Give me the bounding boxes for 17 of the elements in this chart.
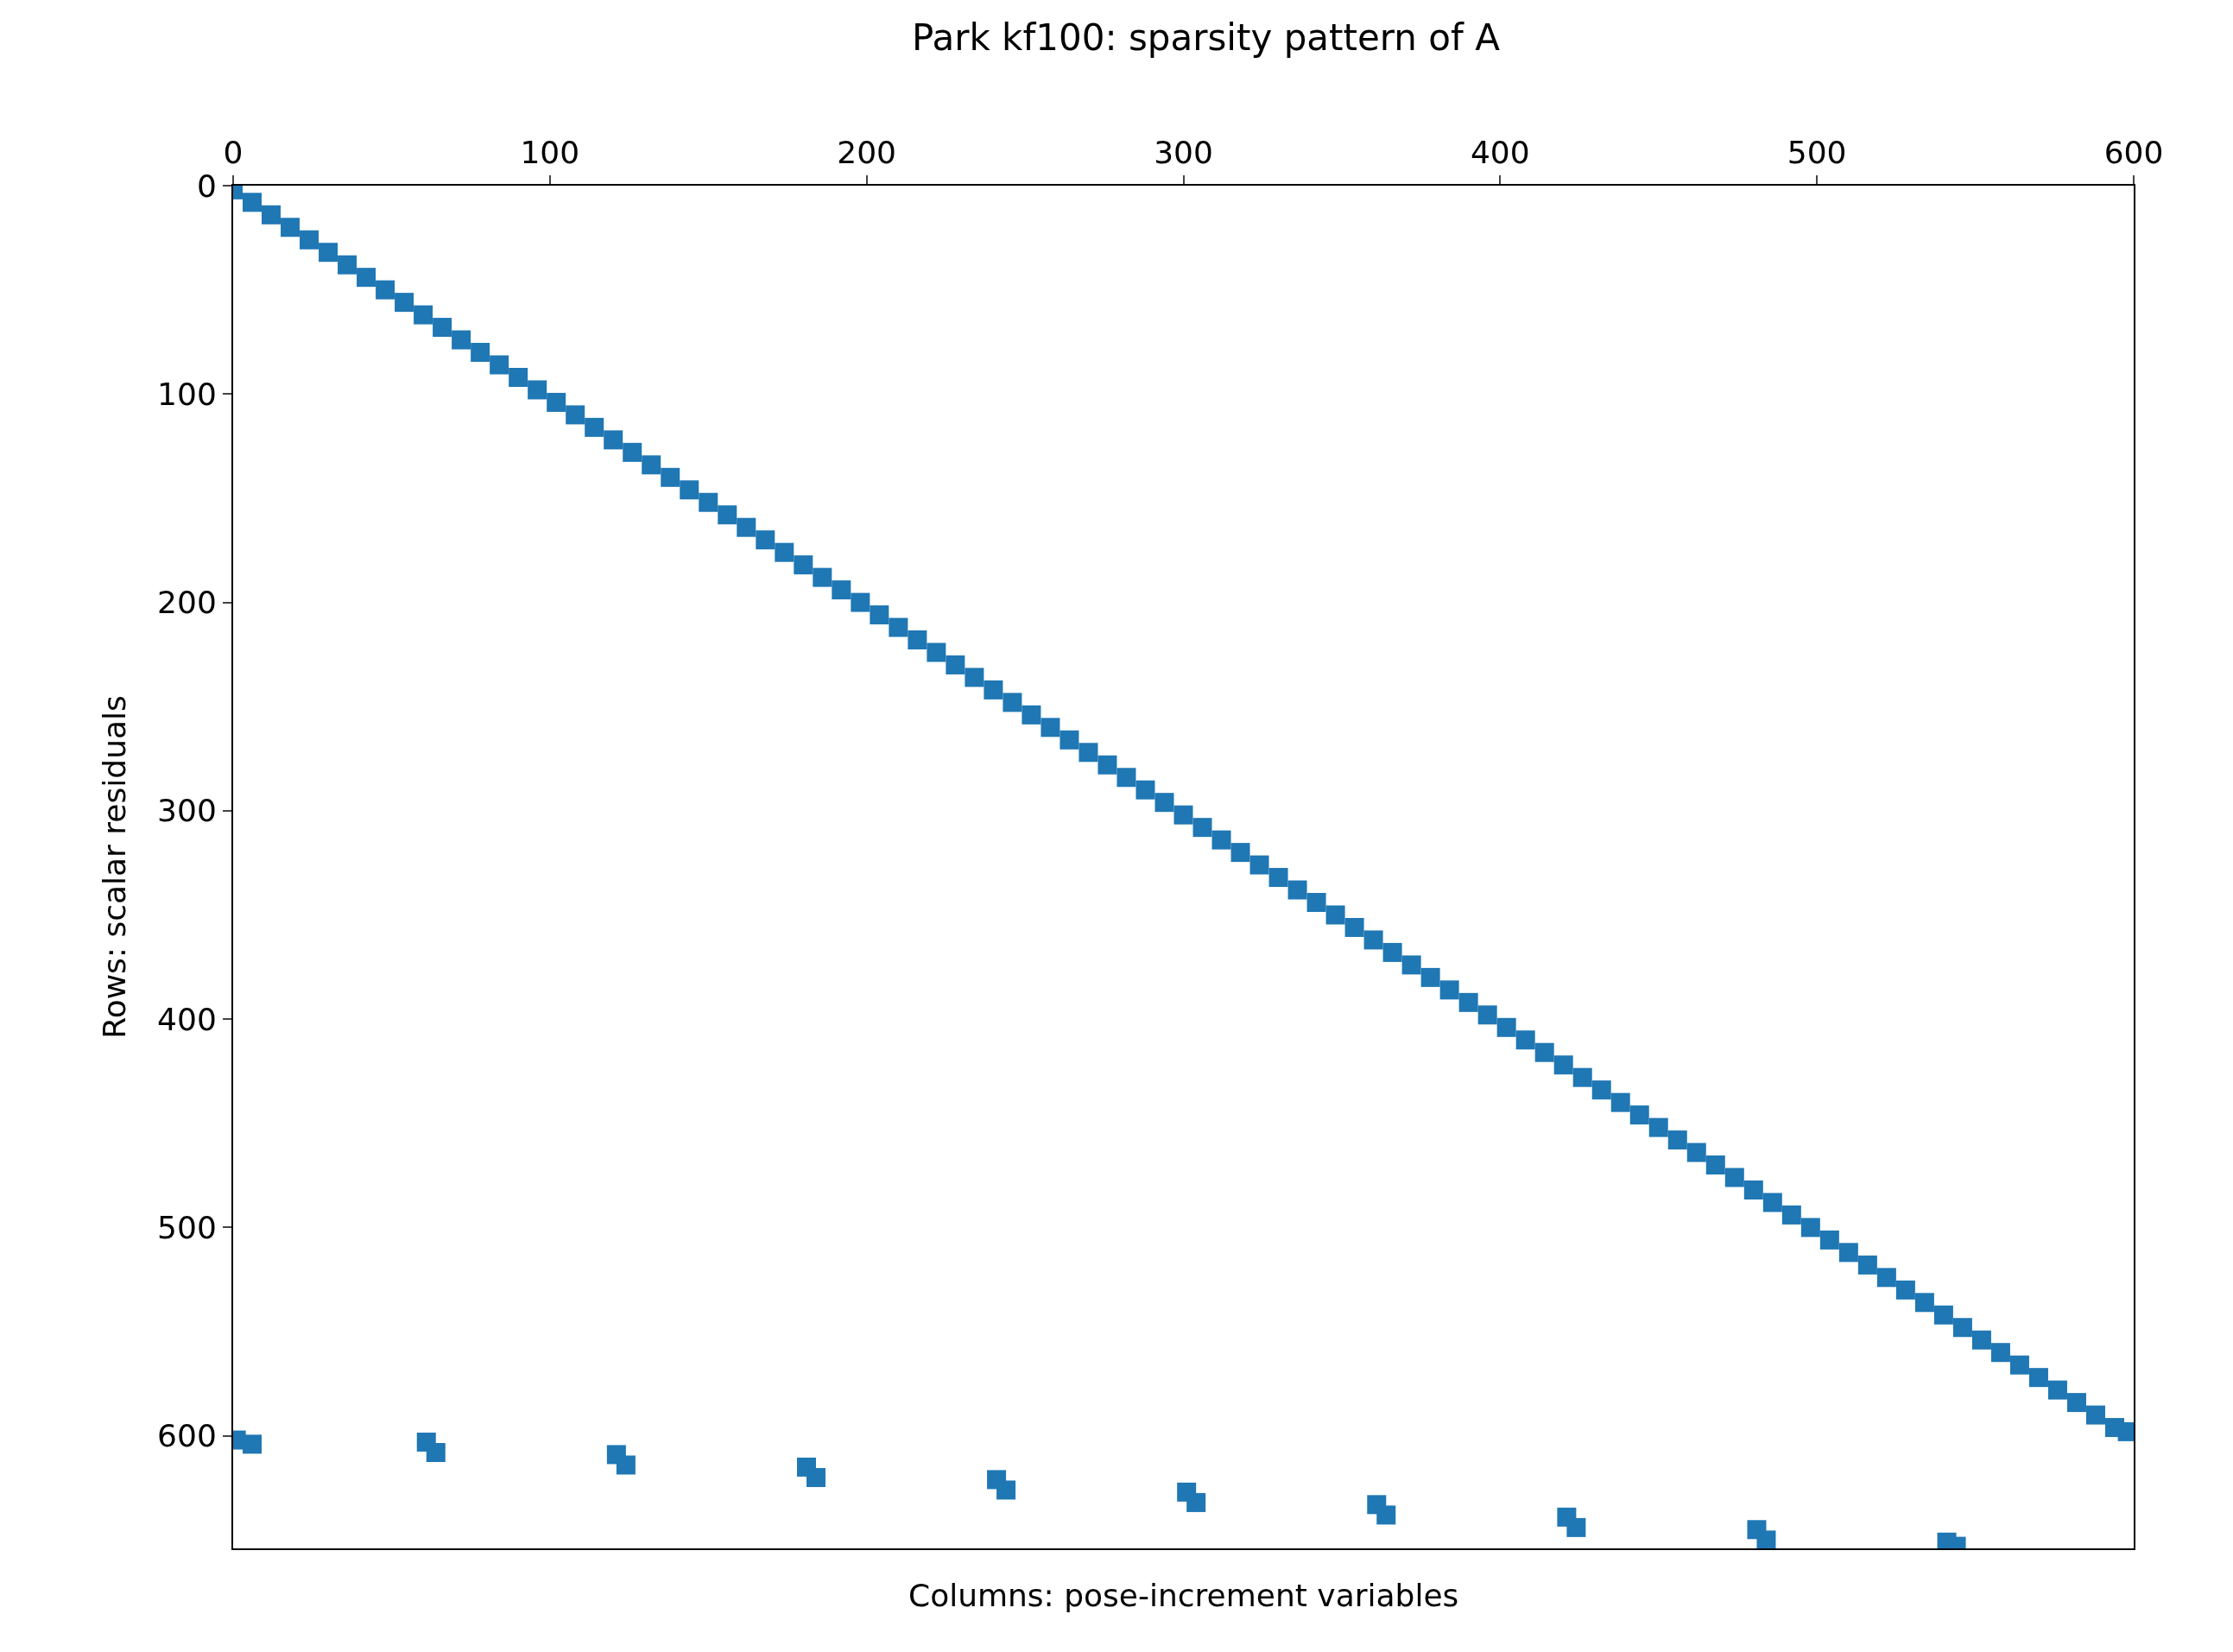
chart-title: Park kf100: sparsity pattern of A [911,16,1501,60]
x-tick-label: 600 [2103,134,2164,170]
y-tick-label: 0 [196,168,217,204]
y-tick-label: 600 [157,1418,217,1454]
x-tick-label: 400 [1470,134,1530,170]
x-tick-label: 300 [1154,134,1213,170]
y-tick-label: 100 [157,376,217,412]
y-tick-label: 400 [157,1001,217,1037]
y-tick-label: 500 [157,1210,217,1246]
x-axis-title: Columns: pose-increment variables [908,1578,1459,1613]
x-tick-label: 200 [837,134,897,170]
y-tick-label: 300 [157,793,217,829]
x-tick-label: 500 [1787,134,1847,170]
x-tick-label: 0 [223,134,244,170]
y-axis-title: Rows: scalar residuals [97,695,133,1039]
x-tick-label: 100 [520,134,580,170]
y-tick-label: 200 [157,585,217,621]
